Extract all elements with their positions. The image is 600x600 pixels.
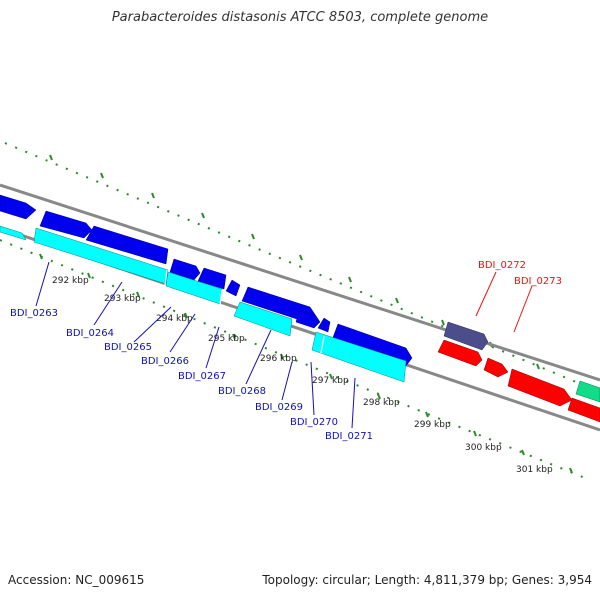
tick-label-292: 292 kbp [52, 276, 89, 286]
tick-label-300: 300 kbp [465, 443, 502, 453]
tick-label-297: 297 kbp [312, 376, 349, 386]
gene-label-bdi-0271[interactable]: BDI_0271 [325, 431, 373, 442]
reverse-strand-genes [0, 225, 407, 383]
gene-0271-arrow [317, 317, 331, 333]
accession-text: Accession: NC_009615 [8, 573, 145, 587]
gene-label-bdi-0273[interactable]: BDI_0273 [514, 276, 562, 287]
gene-0274-arrow [483, 357, 509, 378]
gene-green-arrow [575, 380, 600, 403]
gene-0264-arrow [39, 210, 93, 239]
forward-strand-genes [0, 194, 413, 367]
gene-0275-arrow [507, 368, 573, 407]
gene-label-bdi-0269[interactable]: BDI_0269 [255, 402, 303, 413]
gene-0262r-arrow [0, 225, 27, 241]
topology-summary: Topology: circular; Length: 4,811,379 bp… [262, 573, 592, 587]
gene-0272-arrow [443, 321, 489, 351]
tick-label-299: 299 kbp [414, 420, 451, 430]
gene-0266-arrow [169, 258, 201, 281]
inner-major-ticks [39, 253, 573, 474]
gene-label-bdi-0265[interactable]: BDI_0265 [104, 342, 152, 353]
gene-0262-arrow [0, 194, 37, 220]
gene-0265-arrow [85, 225, 169, 265]
gene-label-bdi-0263[interactable]: BDI_0263 [10, 308, 58, 319]
gene-label-bdi-0266[interactable]: BDI_0266 [141, 356, 189, 367]
backbone-outer [0, 183, 600, 382]
gene-0270-arrow [295, 310, 321, 329]
tick-label-296: 296 kbp [260, 354, 297, 364]
gene-0263r-arrow [33, 227, 169, 285]
tick-label-295: 295 kbp [208, 334, 245, 344]
gene-label-bdi-0267[interactable]: BDI_0267 [178, 371, 226, 382]
gene-0265r-arrow [233, 301, 293, 337]
gene-0266r-arrow [311, 331, 407, 383]
gene-label-bdi-0264[interactable]: BDI_0264 [66, 328, 114, 339]
gene-0267-arrow [197, 267, 227, 290]
gene-0273-arrow [437, 339, 483, 367]
label-leader-lines [35, 261, 533, 429]
map-title: Parabacteroides distasonis ATCC 8503, co… [111, 10, 489, 25]
gene-label-bdi-0270[interactable]: BDI_0270 [290, 417, 338, 428]
red-genes [437, 339, 600, 423]
tick-label-294: 294 kbp [156, 314, 193, 324]
tick-label-group: 292 kbp 293 kbp 294 kbp 295 kbp 296 kbp … [52, 276, 553, 475]
gene-label-bdi-0268[interactable]: BDI_0268 [218, 386, 266, 397]
gene-0276-arrow [567, 397, 600, 423]
tick-label-301: 301 kbp [516, 465, 553, 475]
gene-0268-arrow [225, 279, 241, 297]
gene-label-bdi-0272[interactable]: BDI_0272 [478, 260, 526, 271]
tick-label-298: 298 kbp [363, 398, 400, 408]
tick-label-293: 293 kbp [104, 294, 141, 304]
gene-label-group: BDI_0263 BDI_0264 BDI_0265 BDI_0266 BDI_… [10, 260, 562, 442]
